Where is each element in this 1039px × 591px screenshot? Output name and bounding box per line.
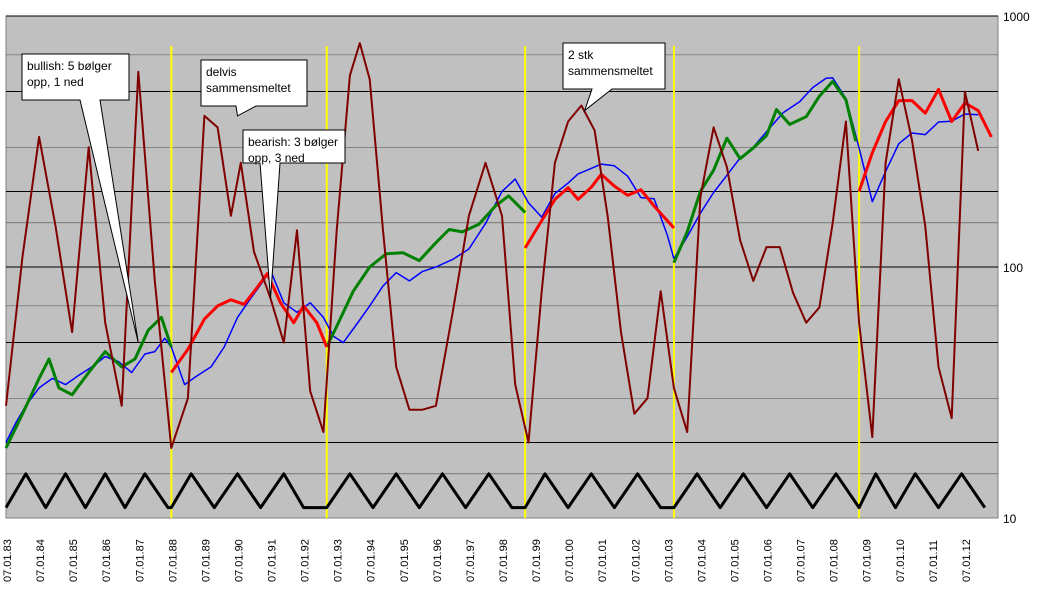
x-tick-label: 07.01.03 — [663, 539, 675, 582]
up_trend-line — [672, 79, 858, 264]
x-axis: 07.01.83 07.01.84 07.01.85 07.01.86 07.01.87… — [2, 539, 973, 582]
callout-text: 2 stk — [568, 48, 594, 62]
x-tick-label: 07.01.96 — [432, 539, 444, 582]
x-tick-label: 07.01.95 — [399, 539, 411, 582]
x-tick-label: 07.01.08 — [829, 539, 841, 582]
y-tick-label: 10 — [1003, 512, 1017, 526]
x-tick-label: 07.01.87 — [134, 539, 146, 582]
x-tick-label: 07.01.12 — [961, 539, 973, 582]
x-tick-label: 07.01.89 — [200, 539, 212, 582]
callout-box — [200, 59, 308, 117]
callout-text: sammensmeltet — [206, 81, 291, 95]
x-tick-label: 07.01.85 — [68, 539, 80, 582]
up_trend-line — [4, 315, 173, 449]
x-tick-label: 07.01.98 — [498, 539, 510, 582]
x-tick-label: 07.01.99 — [531, 539, 543, 582]
down_trend-line — [523, 172, 676, 249]
x-tick-label: 07.01.09 — [862, 539, 874, 582]
x-tick-label: 07.01.00 — [564, 539, 576, 582]
x-tick-label: 07.01.01 — [597, 539, 609, 582]
callout-box — [21, 53, 139, 343]
x-tick-label: 07.01.86 — [101, 539, 113, 582]
callout-box — [562, 42, 666, 113]
callout-text: opp, 3 ned — [248, 151, 305, 165]
series-group — [4, 42, 993, 510]
callout-text: bearish: 3 bølger — [248, 135, 338, 149]
x-tick-label: 07.01.94 — [366, 539, 378, 582]
cycle-line — [4, 472, 987, 510]
x-tick-label: 07.01.90 — [233, 539, 245, 582]
vertical-markers — [170, 46, 861, 518]
x-tick-label: 07.01.84 — [35, 539, 47, 582]
x-tick-label: 07.01.10 — [895, 539, 907, 582]
y-axis: 10 100 1000 — [1003, 10, 1030, 526]
x-tick-label: 07.01.06 — [763, 539, 775, 582]
x-tick-label: 07.01.97 — [465, 539, 477, 582]
x-tick-label: 07.01.93 — [333, 539, 345, 582]
y-tick-label: 1000 — [1003, 10, 1030, 24]
x-tick-label: 07.01.05 — [729, 539, 741, 582]
x-tick-label: 07.01.92 — [300, 539, 312, 582]
callout-text: opp, 1 ned — [27, 75, 84, 89]
x-tick-label: 07.01.83 — [2, 539, 14, 582]
callout-text: bullish: 5 bølger — [27, 59, 112, 73]
callout-box — [242, 129, 346, 299]
up_trend-line — [325, 194, 527, 348]
oscillator-line — [5, 42, 980, 449]
x-tick-label: 07.01.88 — [167, 539, 179, 582]
x-tick-label: 07.01.02 — [630, 539, 642, 582]
down_trend-line — [857, 87, 993, 192]
x-tick-label: 07.01.91 — [267, 539, 279, 582]
annotations: bullish: 5 bølger opp, 1 ned delvis sammens… — [21, 42, 666, 343]
callout-text: sammensmeltet — [568, 64, 653, 78]
x-tick-label: 07.01.11 — [928, 540, 940, 582]
x-tick-label: 07.01.04 — [696, 539, 708, 582]
callout-text: delvis — [206, 65, 237, 79]
x-tick-label: 07.01.07 — [796, 539, 808, 582]
y-tick-label: 100 — [1003, 261, 1023, 275]
